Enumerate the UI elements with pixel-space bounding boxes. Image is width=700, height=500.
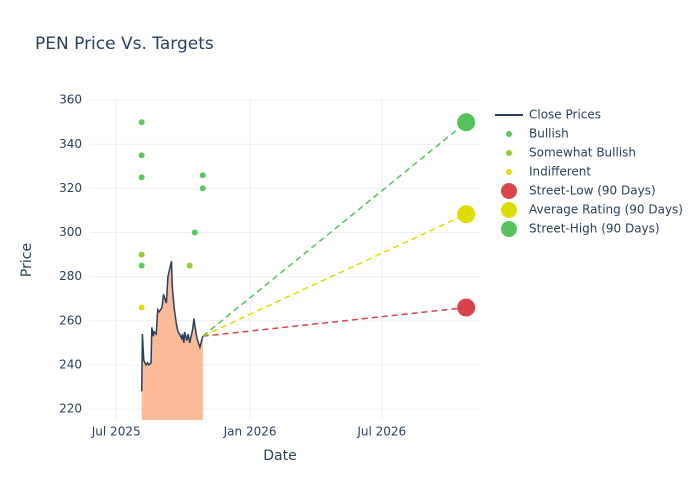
- x-tick-label: Jul 2025: [91, 425, 141, 439]
- legend-swatch: [506, 169, 512, 175]
- y-tick-label: 280: [59, 269, 82, 283]
- rating-point: [138, 152, 145, 159]
- target-point: [457, 113, 476, 132]
- target-point: [457, 298, 476, 317]
- x-tick-label: Jul 2026: [356, 425, 406, 439]
- legend-swatch: [501, 183, 517, 199]
- legend-swatch: [501, 221, 517, 237]
- legend-swatch: [506, 150, 512, 156]
- target-line: [202, 306, 467, 337]
- legend-label: Average Rating (90 Days): [529, 203, 683, 217]
- rating-point: [191, 229, 198, 236]
- y-tick-label: 220: [59, 401, 82, 415]
- legend-label: Bullish: [529, 127, 569, 141]
- rating-point: [199, 172, 206, 179]
- legend-label: Street-Low (90 Days): [529, 184, 656, 198]
- legend-label: Street-High (90 Days): [529, 222, 660, 236]
- x-tick-label: Jan 2026: [223, 425, 277, 439]
- rating-point: [138, 119, 145, 126]
- rating-point: [138, 262, 145, 269]
- rating-point: [186, 262, 193, 269]
- y-tick-label: 260: [59, 313, 82, 327]
- legend-swatch: [506, 131, 512, 137]
- rating-point: [138, 304, 145, 311]
- target-line: [202, 213, 467, 337]
- rating-point: [138, 251, 145, 258]
- rating-point: [138, 174, 145, 181]
- y-tick-label: 360: [59, 93, 82, 107]
- target-point: [457, 205, 476, 224]
- legend-label: Close Prices: [529, 108, 601, 122]
- y-tick-label: 300: [59, 225, 82, 239]
- rating-point: [199, 185, 206, 192]
- price-line: [140, 261, 204, 392]
- y-tick-label: 320: [59, 181, 82, 195]
- legend-label: Indifferent: [529, 165, 591, 179]
- y-tick-label: 240: [59, 357, 82, 371]
- legend-label: Somewhat Bullish: [529, 146, 636, 160]
- chart-title: PEN Price Vs. Targets: [35, 34, 214, 54]
- target-line: [202, 121, 467, 337]
- legend-swatch: [501, 202, 517, 218]
- y-tick-label: 340: [59, 137, 82, 151]
- x-axis-title: Date: [263, 448, 296, 464]
- y-axis-title: Price: [19, 243, 35, 277]
- price-area: [141, 261, 203, 420]
